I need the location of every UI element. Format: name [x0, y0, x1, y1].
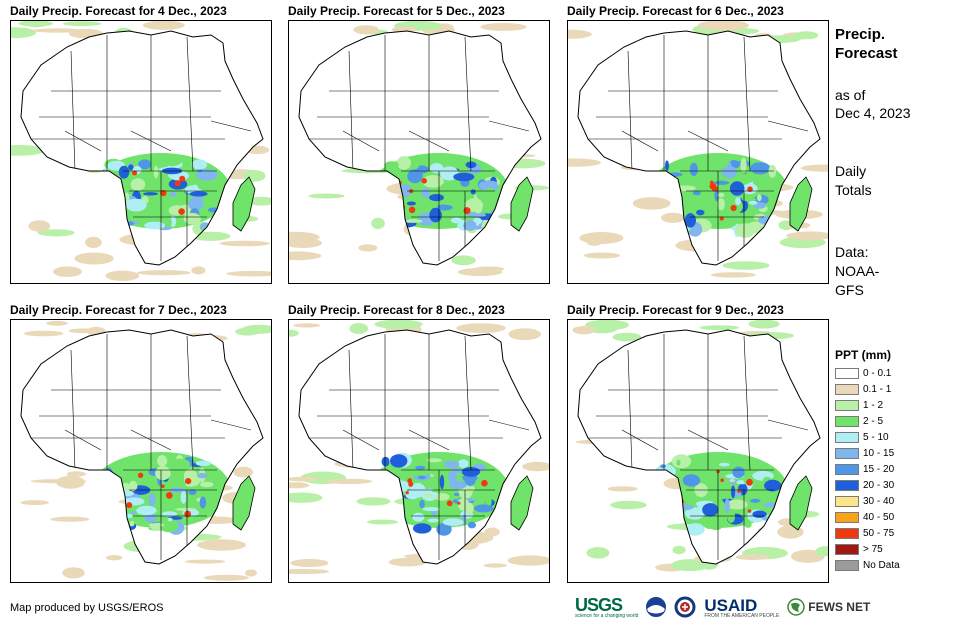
legend-swatch [835, 400, 859, 411]
usgs-logo: USGS science for a changing world [575, 595, 638, 619]
panel-title: Daily Precip. Forecast for 5 Dec., 2023 [288, 4, 505, 18]
panel-title: Daily Precip. Forecast for 9 Dec., 2023 [567, 303, 784, 317]
legend-label: 5 - 10 [863, 432, 889, 443]
legend-item: 2 - 5 [835, 414, 955, 430]
credit-text: Map produced by USGS/EROS [10, 602, 164, 614]
legend-swatch [835, 544, 859, 555]
legend-swatch [835, 528, 859, 539]
seal-icon [674, 596, 696, 618]
legend-label: 2 - 5 [863, 416, 884, 427]
totals-line-2: Totals [835, 182, 872, 198]
fews-logo-text: FEWS NET [808, 600, 871, 614]
noaa-icon [646, 597, 667, 617]
legend-label: No Data [863, 560, 900, 571]
legend-swatch [835, 496, 859, 507]
legend-item: > 75 [835, 542, 955, 558]
forecast-panel-2: Daily Precip. Forecast for 5 Dec., 2023 [288, 4, 550, 284]
usaid-logo: USAID FROM THE AMERICAN PEOPLE [704, 596, 779, 619]
legend-item: 30 - 40 [835, 494, 955, 510]
legend-swatch [835, 448, 859, 459]
panel-title: Daily Precip. Forecast for 7 Dec., 2023 [10, 303, 227, 317]
usaid-tagline: FROM THE AMERICAN PEOPLE [704, 612, 780, 619]
panel-title: Daily Precip. Forecast for 6 Dec., 2023 [567, 4, 784, 18]
legend-item: 0 - 0.1 [835, 366, 955, 382]
forecast-panel-3: Daily Precip. Forecast for 6 Dec., 2023 [567, 4, 829, 284]
legend-swatch [835, 464, 859, 475]
legend-label: 0 - 0.1 [863, 368, 892, 379]
legend-label: 10 - 15 [863, 448, 895, 459]
precip-map [567, 319, 829, 583]
legend-label: 0.1 - 1 [863, 384, 892, 395]
totals-line-1: Daily [835, 163, 867, 179]
legend-swatch [835, 432, 859, 443]
forecast-panel-6: Daily Precip. Forecast for 9 Dec., 2023 [567, 303, 829, 583]
legend-label: 1 - 2 [863, 400, 884, 411]
precip-map [10, 319, 272, 583]
forecast-panel-1: Daily Precip. Forecast for 4 Dec., 2023 [10, 4, 272, 284]
legend-swatch [835, 480, 859, 491]
legend-swatch [835, 512, 859, 523]
legend-label: 50 - 75 [863, 528, 895, 539]
legend-item: 1 - 2 [835, 398, 955, 414]
data-source-1: Data: [835, 244, 869, 260]
legend-item: 0.1 - 1 [835, 382, 955, 398]
legend: 0 - 0.1 0.1 - 1 1 - 2 2 - 5 5 - 10 10 - 15 15 … [835, 366, 955, 574]
legend-label: > 75 [863, 544, 883, 555]
data-source-2: NOAA- [835, 263, 880, 279]
usgs-tagline: science for a changing world [575, 613, 639, 619]
side-heading-2: Forecast [835, 45, 898, 62]
legend-item: 40 - 50 [835, 510, 955, 526]
legend-swatch [835, 560, 859, 571]
legend-item: 50 - 75 [835, 526, 955, 542]
usgs-logo-text: USGS [575, 595, 623, 615]
legend-swatch [835, 416, 859, 427]
precip-map [288, 20, 550, 284]
legend-item: 20 - 30 [835, 478, 955, 494]
precip-map [567, 20, 829, 284]
forecast-panel-4: Daily Precip. Forecast for 7 Dec., 2023 [10, 303, 272, 583]
legend-label: 20 - 30 [863, 480, 895, 491]
precip-map [10, 20, 272, 284]
legend-label: 15 - 20 [863, 464, 895, 475]
legend-item: 10 - 15 [835, 446, 955, 462]
data-source-3: GFS [835, 282, 864, 298]
legend-swatch [835, 384, 859, 395]
legend-item: 5 - 10 [835, 430, 955, 446]
globe-icon [787, 598, 806, 616]
legend-item: 15 - 20 [835, 462, 955, 478]
forecast-panel-5: Daily Precip. Forecast for 8 Dec., 2023 [288, 303, 550, 583]
as-of-date: Dec 4, 2023 [835, 105, 911, 121]
as-of-label: as of [835, 87, 866, 103]
side-heading-1: Precip. [835, 26, 886, 43]
legend-label: 30 - 40 [863, 496, 895, 507]
logo-bar: USGS science for a changing world USAID … [575, 595, 870, 619]
usaid-logo-text: USAID [704, 595, 758, 615]
legend-title: PPT (mm) [835, 348, 892, 362]
legend-label: 40 - 50 [863, 512, 895, 523]
panel-title: Daily Precip. Forecast for 4 Dec., 2023 [10, 4, 227, 18]
legend-swatch [835, 368, 859, 379]
fews-logo: FEWS NET [787, 598, 870, 616]
panel-title: Daily Precip. Forecast for 8 Dec., 2023 [288, 303, 505, 317]
legend-item: No Data [835, 558, 955, 574]
precip-map [288, 319, 550, 583]
